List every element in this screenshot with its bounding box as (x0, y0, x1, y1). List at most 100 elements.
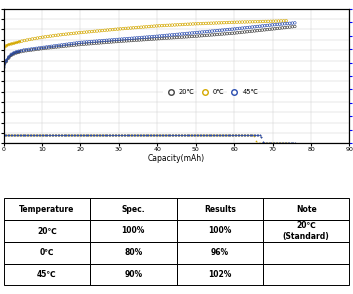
Point (136, 133, 141, 138)
Point (11, 133, 17, 138)
Point (6, 55, 12, 59)
Point (242, 133, 248, 138)
Point (116, 37, 122, 42)
Point (104, 28, 110, 32)
Point (263, 19, 268, 24)
Point (113, 133, 119, 138)
Point (195, 133, 200, 138)
Point (104, 40, 109, 45)
Bar (176, 220, 263, 242)
Point (264, 27, 270, 32)
Point (99, 133, 104, 138)
Point (188, 133, 194, 138)
Point (8, 52, 14, 57)
Point (153, 133, 158, 138)
Point (172, 133, 178, 138)
Point (101, 133, 107, 138)
Point (268, 19, 274, 24)
Bar (90, 263, 176, 285)
Point (119, 133, 125, 138)
Point (32, 133, 38, 138)
Bar (4, 242, 90, 263)
Point (160, 133, 166, 138)
Point (223, 133, 229, 138)
Point (122, 133, 128, 138)
Point (138, 133, 144, 138)
Point (127, 133, 132, 138)
Point (56, 133, 62, 138)
Text: 102%: 102% (208, 270, 232, 279)
Point (277, 26, 283, 31)
Point (247, 133, 252, 138)
Point (172, 35, 177, 40)
Point (259, 24, 265, 28)
Point (79, 42, 84, 47)
Point (262, 23, 268, 28)
Point (187, 22, 193, 26)
Point (162, 133, 167, 138)
Point (38, 45, 44, 50)
Point (78, 133, 84, 138)
Point (112, 133, 118, 138)
Point (288, 141, 293, 146)
Point (217, 133, 223, 138)
Point (285, 25, 290, 30)
Point (91, 133, 97, 138)
Point (13, 50, 19, 54)
Point (70, 133, 76, 138)
Point (137, 133, 143, 138)
Point (131, 36, 137, 41)
Point (170, 133, 176, 138)
Point (81, 42, 87, 46)
Point (124, 36, 130, 41)
Point (105, 133, 110, 138)
Point (276, 19, 281, 24)
Point (24, 133, 30, 138)
Point (100, 133, 106, 138)
Point (14, 40, 19, 45)
Point (49, 44, 54, 49)
Point (64, 42, 69, 47)
Point (74, 133, 79, 138)
Text: 20℃: 20℃ (37, 226, 56, 235)
Point (151, 133, 157, 138)
Point (166, 133, 172, 138)
Point (86, 29, 92, 34)
Point (36, 133, 42, 138)
Point (286, 141, 292, 146)
Point (29, 48, 34, 52)
Point (110, 133, 116, 138)
Point (38, 46, 44, 51)
Point (34, 133, 40, 138)
Point (179, 31, 185, 36)
Point (94, 133, 100, 138)
Point (210, 133, 216, 138)
Point (194, 133, 200, 138)
Point (191, 133, 197, 138)
Point (34, 133, 40, 138)
Point (163, 133, 168, 138)
Point (14, 133, 19, 138)
Point (272, 22, 277, 27)
Point (37, 133, 43, 138)
Point (224, 20, 229, 25)
Point (155, 133, 160, 138)
Point (217, 133, 223, 138)
Point (100, 28, 105, 33)
Point (29, 133, 34, 138)
Point (204, 29, 210, 34)
Point (155, 133, 160, 138)
Point (31, 46, 37, 51)
Point (221, 133, 227, 138)
Point (261, 141, 267, 146)
Point (76, 30, 82, 35)
Point (26, 48, 32, 53)
Point (241, 133, 246, 138)
Point (259, 141, 264, 146)
Point (121, 133, 126, 138)
Point (56, 43, 62, 48)
Point (138, 25, 144, 29)
Point (8, 133, 14, 138)
Point (245, 133, 251, 138)
Point (178, 133, 184, 138)
